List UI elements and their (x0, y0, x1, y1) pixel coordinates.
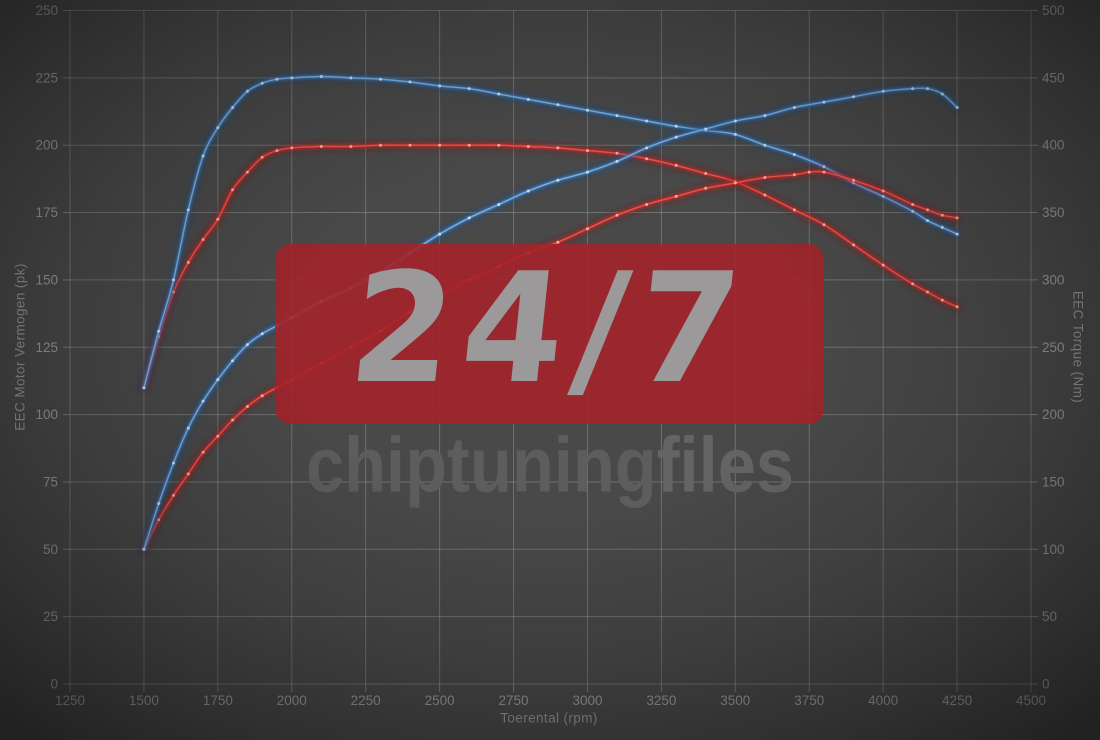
y-left-tick-label: 150 (35, 272, 58, 287)
y-right-tick-label: 200 (1042, 407, 1065, 422)
x-tick-label: 4250 (942, 693, 972, 708)
x-tick-label: 3500 (720, 693, 750, 708)
x-tick-label: 1500 (129, 693, 159, 708)
y-right-tick-label: 0 (1042, 677, 1050, 692)
y-right-tick-label: 150 (1042, 474, 1065, 489)
watermark-24-7-text: 24/7 (342, 240, 758, 417)
x-tick-label: 3000 (572, 693, 602, 708)
watermark-brand-files: files (656, 420, 795, 509)
y-right-tick-label: 100 (1042, 542, 1065, 557)
y-left-tick-label: 75 (43, 474, 58, 489)
x-tick-label: 2250 (351, 693, 381, 708)
x-tick-label: 2500 (425, 693, 455, 708)
y-left-tick-label: 125 (35, 340, 58, 355)
watermark-24-7-box: 24/7 (275, 240, 824, 424)
x-tick-label: 3250 (646, 693, 676, 708)
y-left-tick-label: 200 (35, 138, 58, 153)
y-left-tick-label: 250 (35, 3, 58, 18)
y-right-tick-label: 50 (1042, 609, 1057, 624)
y-right-tick-label: 350 (1042, 205, 1065, 220)
y-left-tick-label: 0 (50, 677, 58, 692)
watermark-brand-chiptuning: chiptuning (305, 420, 657, 509)
y-right-tick-label: 500 (1042, 3, 1065, 18)
y-right-tick-label: 400 (1042, 138, 1065, 153)
x-tick-label: 1750 (203, 693, 233, 708)
y-axis-left-title: EEC Motor Vermogen (pk) (12, 263, 28, 431)
y-axis-right-title: EEC Torque (Nm) (1070, 290, 1086, 404)
y-right-tick-label: 450 (1042, 70, 1065, 85)
x-tick-label: 1250 (55, 693, 85, 708)
y-right-tick-label: 300 (1042, 272, 1065, 287)
watermark-brand-text: chiptuningfiles (306, 420, 794, 511)
y-left-tick-label: 50 (43, 542, 58, 557)
y-left-tick-label: 100 (35, 407, 58, 422)
y-left-tick-label: 175 (35, 205, 58, 220)
x-tick-label: 4000 (868, 693, 898, 708)
y-left-tick-label: 25 (43, 609, 58, 624)
x-tick-label: 3750 (794, 693, 824, 708)
x-tick-label: 4500 (1016, 693, 1046, 708)
y-left-tick-label: 225 (35, 70, 58, 85)
x-tick-label: 2750 (499, 693, 529, 708)
x-axis-title: Toerental (rpm) (500, 710, 598, 726)
y-right-tick-label: 250 (1042, 340, 1065, 355)
x-tick-label: 2000 (277, 693, 307, 708)
